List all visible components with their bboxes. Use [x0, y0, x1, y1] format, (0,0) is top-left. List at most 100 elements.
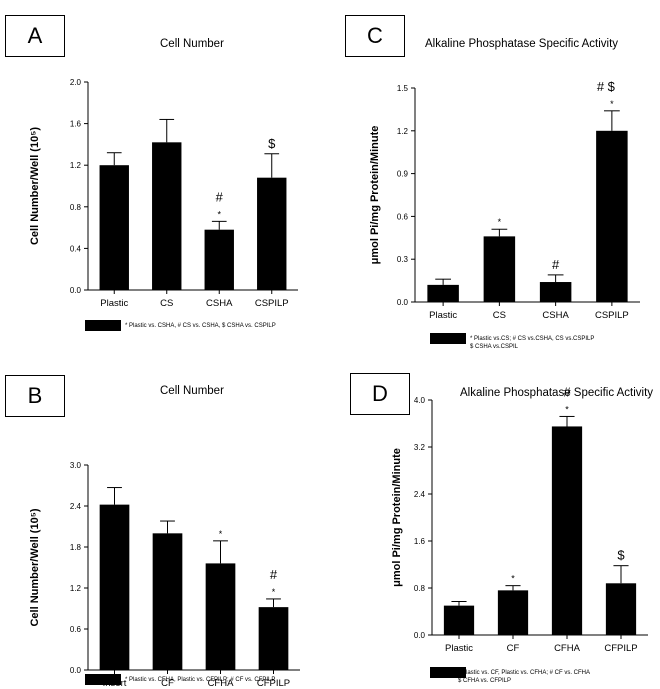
bar — [427, 284, 459, 302]
legend-line: * Plastic vs. CFHA, Plastic vs. CFPILP; … — [125, 677, 276, 683]
legend-line: $ CSHA vs.CSPIL — [470, 344, 519, 350]
y-tick-label: 3.0 — [70, 461, 82, 470]
bar — [152, 533, 183, 670]
x-tick-label: CSPILP — [595, 310, 629, 321]
y-tick-label: 0.8 — [414, 584, 426, 593]
bar — [596, 130, 628, 302]
panel-d: D Alkaline Phosphatase Specific Activity… — [330, 345, 660, 689]
y-tick-label: 0.3 — [397, 255, 409, 264]
y-tick-label: 0.0 — [397, 298, 409, 307]
chart-c: 0.0 0.3 0.6 0.9 1.2 1.5 μmol Pi/mg Protein/Min… — [369, 79, 640, 321]
significance-symbol: # $ — [597, 79, 616, 94]
bar — [605, 583, 637, 635]
x-tick-label: CF — [507, 643, 520, 654]
x-tick-label: Plastic — [429, 310, 457, 321]
x-tick-label: Plastic — [100, 298, 128, 309]
significance-star: * — [219, 529, 223, 539]
bar — [443, 605, 475, 635]
panel-b: B Cell Number 0.0 0.6 1.2 1.8 2.4 3.0 Cell Num… — [0, 345, 330, 689]
bar — [99, 165, 129, 290]
y-tick-label: 0.0 — [70, 666, 82, 675]
significance-symbol: # — [216, 189, 224, 204]
panel-c: C Alkaline Phosphatase Specific Activity… — [330, 0, 660, 350]
y-tick-label: 1.2 — [70, 161, 82, 170]
panel-title: Alkaline Phosphatase Specific Activity — [460, 387, 654, 399]
y-tick-label: 1.5 — [397, 84, 409, 93]
panel-title: Alkaline Phosphatase Specific Activity — [425, 38, 619, 50]
bar — [99, 504, 130, 670]
y-tick-label: 2.0 — [70, 78, 82, 87]
x-tick-label: CFPILP — [257, 678, 290, 689]
legend-swatch — [430, 667, 466, 678]
bar — [483, 236, 516, 302]
significance-symbol: # — [563, 384, 571, 399]
bar — [204, 229, 234, 290]
y-tick-label: 1.2 — [70, 584, 82, 593]
y-tick-label: 0.8 — [70, 203, 82, 212]
x-tick-label: CS — [160, 298, 173, 309]
panel-label: B — [5, 375, 65, 417]
chart-d: 0.0 0.8 1.6 2.4 3.2 4.0 μmol Pi/mg Protein/Min… — [391, 384, 648, 654]
bar — [258, 607, 289, 670]
legend-text: * Plastic vs. CFHA, Plastic vs. CFPILP; … — [125, 676, 275, 684]
x-tick-label: CFHA — [554, 643, 581, 654]
y-tick-label: 1.8 — [70, 543, 82, 552]
legend-swatch — [85, 674, 121, 685]
significance-symbol: # — [552, 257, 560, 272]
y-tick-label: 0.6 — [397, 212, 409, 221]
panel-label: C — [345, 15, 405, 57]
significance-star: * — [217, 209, 221, 219]
panel-label: A — [5, 15, 65, 57]
bar — [152, 142, 182, 290]
significance-symbol: $ — [617, 548, 625, 563]
y-axis-label: μmol Pi/mg Protein/Minute — [391, 448, 403, 587]
y-tick-label: 0.0 — [70, 286, 82, 295]
panel-label: D — [350, 373, 410, 415]
x-tick-label: CSHA — [206, 298, 233, 309]
legend-line: * Plastic vs.CS; # CS vs.CSHA, CS vs.CSP… — [470, 336, 595, 342]
x-tick-label: CSPILP — [255, 298, 289, 309]
legend-text: * Plastic vs. CF, Plastic vs. CFHA; # CF… — [458, 669, 590, 685]
x-tick-label: Plastic — [445, 643, 473, 654]
y-tick-label: 1.6 — [70, 120, 82, 129]
x-tick-label: CFPILP — [604, 643, 637, 654]
significance-symbol: $ — [268, 136, 276, 151]
chart-a: 0.0 0.4 0.8 1.2 1.6 2.0 Cell Number/Well (10⁵)… — [29, 78, 298, 309]
significance-star: * — [498, 217, 502, 227]
y-tick-label: 4.0 — [414, 396, 426, 405]
legend-line: $ CFHA vs. CFPILP — [458, 678, 512, 684]
y-tick-label: 1.2 — [397, 127, 409, 136]
y-tick-label: 1.6 — [414, 537, 426, 546]
legend-swatch — [85, 320, 121, 331]
significance-star: * — [565, 404, 569, 414]
x-tick-label: CF — [161, 678, 174, 689]
y-tick-label: 2.4 — [70, 502, 82, 511]
y-axis-label: Cell Number/Well (10⁵) — [29, 508, 41, 626]
x-tick-label: CS — [493, 310, 506, 321]
y-tick-label: 0.0 — [414, 631, 426, 640]
legend-swatch — [430, 333, 466, 344]
bar — [497, 590, 529, 635]
y-tick-label: 3.2 — [414, 443, 426, 452]
bar — [551, 426, 583, 635]
significance-star: * — [511, 574, 515, 584]
bar — [205, 563, 236, 670]
y-tick-label: 0.6 — [70, 625, 82, 634]
y-tick-label: 2.4 — [414, 490, 426, 499]
y-axis-label: μmol Pi/mg Protein/Minute — [369, 126, 381, 265]
legend-line: * Plastic vs. CSHA, # CS vs. CSHA, $ CSH… — [125, 323, 276, 329]
legend-text: * Plastic vs. CSHA, # CS vs. CSHA, $ CSH… — [125, 322, 276, 330]
panel-a: A Cell Number 0.0 0.4 0.8 1.2 1.6 2.0 Cell Num… — [0, 0, 330, 345]
y-tick-label: 0.9 — [397, 170, 409, 179]
significance-symbol: # — [270, 567, 278, 582]
significance-star: * — [610, 99, 614, 109]
y-axis-label: Cell Number/Well (10⁵) — [29, 127, 41, 245]
y-tick-label: 0.4 — [70, 244, 82, 253]
chart-b: 0.0 0.6 1.2 1.8 2.4 3.0 Cell Number/Well (10⁵)… — [29, 461, 300, 689]
significance-star: * — [272, 587, 276, 597]
legend-line: * Plastic vs. CF, Plastic vs. CFHA; # CF… — [458, 670, 591, 676]
x-tick-label: CSHA — [542, 310, 569, 321]
panel-title: Cell Number — [160, 385, 224, 397]
bar — [539, 282, 572, 302]
legend-text: * Plastic vs.CS; # CS vs.CSHA, CS vs.CSP… — [470, 335, 594, 351]
